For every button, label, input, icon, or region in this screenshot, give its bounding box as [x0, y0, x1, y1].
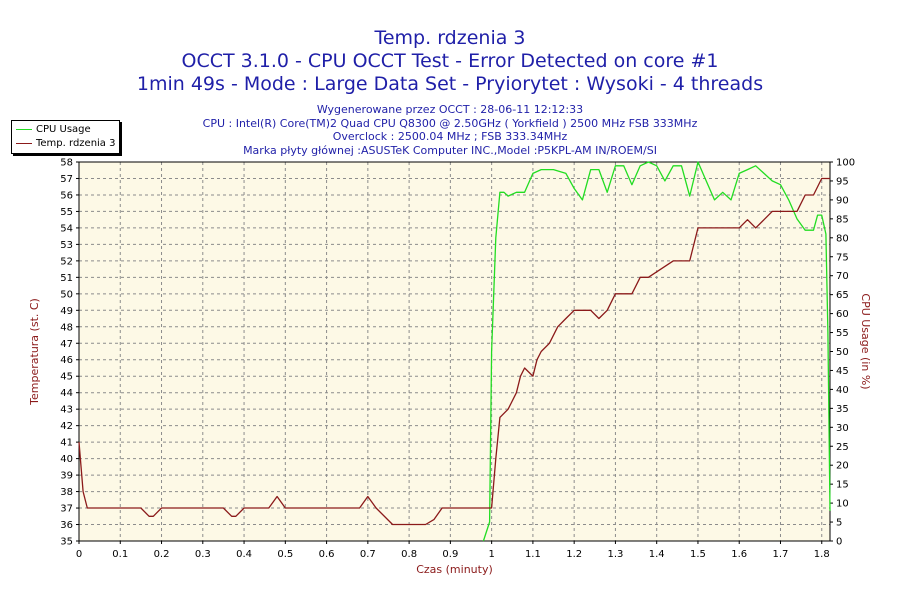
legend-swatch-temp: [16, 142, 32, 144]
x-tick-label: 1.8: [814, 549, 830, 560]
y-left-tick-label: 43: [60, 405, 73, 416]
x-tick-label: 0.8: [401, 549, 417, 560]
y-right-tick-label: 30: [836, 423, 849, 434]
y-left-tick-label: 40: [60, 454, 73, 465]
x-tick-label: 0.6: [319, 549, 335, 560]
y-right-tick-label: 15: [836, 480, 849, 491]
x-tick-label: 1.6: [731, 549, 747, 560]
y-left-tick-label: 35: [60, 537, 73, 548]
y-right-tick-label: 35: [836, 404, 849, 415]
chart-subtitle-2: 1min 49s - Mode : Large Data Set - Pryio…: [136, 73, 764, 95]
chart-subtitle: OCCT 3.1.0 - CPU OCCT Test - Error Detec…: [181, 50, 719, 72]
x-tick-label: 1.1: [525, 549, 541, 560]
plot-frame: [78, 161, 831, 542]
y-right-tick-label: 25: [836, 442, 849, 453]
y-left-tick-label: 44: [60, 388, 73, 399]
y-right-tick-label: 5: [836, 518, 842, 529]
y-left-tick-label: 41: [60, 438, 73, 449]
y-left-tick-label: 45: [60, 372, 73, 383]
y-right-tick-label: 70: [836, 271, 849, 282]
x-tick-label: 0.7: [360, 549, 376, 560]
x-tick-label: 0.3: [195, 549, 211, 560]
y-right-tick-label: 85: [836, 214, 849, 225]
y-left-tick-label: 52: [60, 256, 73, 267]
x-tick-label: 1: [488, 549, 494, 560]
x-tick-label: 1.4: [649, 549, 665, 560]
y-left-tick-label: 57: [60, 174, 73, 185]
y-right-tick-label: 100: [836, 158, 855, 169]
legend-label-temp: Temp. rdzenia 3: [36, 138, 116, 149]
y-right-tick-label: 50: [836, 347, 849, 358]
x-tick-label: 0.9: [442, 549, 458, 560]
y-right-tick-label: 20: [836, 461, 849, 472]
series-layer: [78, 161, 831, 542]
y-left-tick-label: 42: [60, 421, 73, 432]
y-right-tick-label: 65: [836, 290, 849, 301]
y-left-tick-label: 47: [60, 339, 73, 350]
y-axis-left-label: Temperatura (st. C): [28, 298, 41, 406]
info-line-overclock: Overclock : 2500.04 MHz ; FSB 333.34MHz: [332, 130, 568, 143]
y-left-tick-label: 55: [60, 207, 73, 218]
x-tick-label: 0.1: [112, 549, 128, 560]
y-right-tick-label: 75: [836, 252, 849, 263]
y-right-tick-label: 40: [836, 385, 849, 396]
x-tick-label: 0.5: [277, 549, 293, 560]
axes: 3536373839404142434445464748495051525354…: [60, 158, 855, 561]
legend-item-temp: Temp. rdzenia 3: [16, 138, 115, 150]
chart-title: Temp. rdzenia 3: [374, 27, 526, 49]
legend-label-cpu: CPU Usage: [36, 124, 91, 135]
chart-legend: CPU Usage Temp. rdzenia 3: [11, 120, 120, 154]
x-tick-label: 1.7: [773, 549, 789, 560]
y-left-tick-label: 58: [60, 158, 73, 169]
y-right-tick-label: 95: [836, 176, 849, 187]
y-left-tick-label: 50: [60, 289, 73, 300]
y-left-tick-label: 36: [60, 520, 73, 531]
y-left-tick-label: 37: [60, 504, 73, 515]
y-right-tick-label: 10: [836, 499, 849, 510]
y-left-tick-label: 54: [60, 223, 73, 234]
series-line-temperature: [78, 177, 830, 526]
y-left-tick-label: 49: [60, 306, 73, 317]
info-line-motherboard: Marka płyty głównej :ASUSTeK Computer IN…: [243, 144, 657, 157]
info-line-generated: Wygenerowane przez OCCT : 28-06-11 12:12…: [316, 103, 584, 116]
y-left-tick-label: 51: [60, 273, 73, 284]
x-tick-label: 0.2: [154, 549, 170, 560]
y-right-tick-label: 60: [836, 309, 849, 320]
plot-area: [79, 162, 830, 541]
x-tick-label: 0.4: [236, 549, 252, 560]
x-tick-label: 1.3: [607, 549, 623, 560]
y-left-tick-label: 38: [60, 487, 73, 498]
y-left-tick-label: 56: [60, 190, 73, 201]
x-tick-label: 1.5: [690, 549, 706, 560]
info-line-cpu: CPU : Intel(R) Core(TM)2 Quad CPU Q8300 …: [202, 117, 698, 130]
y-right-tick-label: 55: [836, 328, 849, 339]
y-right-tick-label: 0: [836, 537, 842, 548]
legend-item-cpu: CPU Usage: [16, 124, 91, 136]
y-axis-right-label: CPU Usage (in %): [859, 293, 872, 389]
y-left-tick-label: 53: [60, 240, 73, 251]
y-right-tick-label: 45: [836, 366, 849, 377]
x-axis-label: Czas (minuty): [416, 563, 493, 576]
legend-swatch-cpu: [16, 128, 32, 130]
x-tick-label: 0: [76, 549, 82, 560]
x-tick-label: 1.2: [566, 549, 582, 560]
y-left-tick-label: 46: [60, 355, 73, 366]
y-right-tick-label: 90: [836, 195, 849, 206]
y-right-tick-label: 80: [836, 233, 849, 244]
series-line-cpu-usage: [482, 161, 831, 542]
y-left-tick-label: 48: [60, 322, 73, 333]
y-left-tick-label: 39: [60, 471, 73, 482]
